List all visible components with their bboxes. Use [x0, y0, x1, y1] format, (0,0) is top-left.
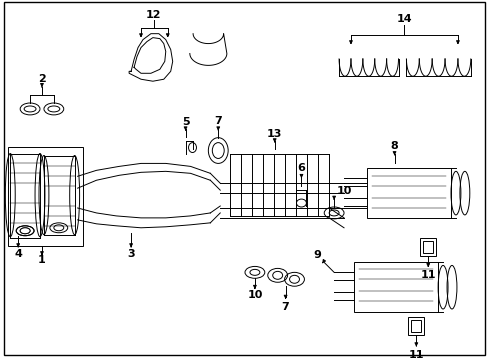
Ellipse shape: [24, 106, 36, 112]
Ellipse shape: [20, 228, 30, 234]
Bar: [419, 238, 435, 256]
Text: 7: 7: [214, 116, 222, 126]
Ellipse shape: [289, 275, 299, 283]
Bar: [410, 320, 421, 332]
Text: 13: 13: [266, 129, 282, 139]
Bar: [366, 168, 450, 218]
Text: 9: 9: [313, 249, 321, 260]
Ellipse shape: [249, 269, 259, 275]
Ellipse shape: [272, 271, 282, 279]
Text: 8: 8: [390, 141, 398, 150]
Text: 11: 11: [408, 350, 423, 360]
Text: 4: 4: [14, 248, 22, 258]
Text: 5: 5: [182, 117, 189, 127]
Ellipse shape: [54, 225, 63, 231]
Text: 2: 2: [38, 74, 46, 84]
Bar: [407, 317, 424, 335]
Text: 10: 10: [247, 290, 262, 300]
Text: 10: 10: [336, 186, 351, 196]
Bar: [353, 262, 437, 312]
Ellipse shape: [20, 228, 30, 234]
Text: 3: 3: [127, 248, 135, 258]
Text: 7: 7: [281, 302, 289, 312]
Text: 12: 12: [146, 10, 162, 20]
Text: 1: 1: [38, 256, 46, 265]
Bar: [8, 147, 82, 246]
Ellipse shape: [328, 210, 338, 216]
Ellipse shape: [48, 106, 60, 112]
Text: 14: 14: [396, 14, 411, 24]
Text: 11: 11: [420, 270, 435, 280]
Bar: [423, 241, 432, 253]
Text: 6: 6: [297, 163, 305, 174]
